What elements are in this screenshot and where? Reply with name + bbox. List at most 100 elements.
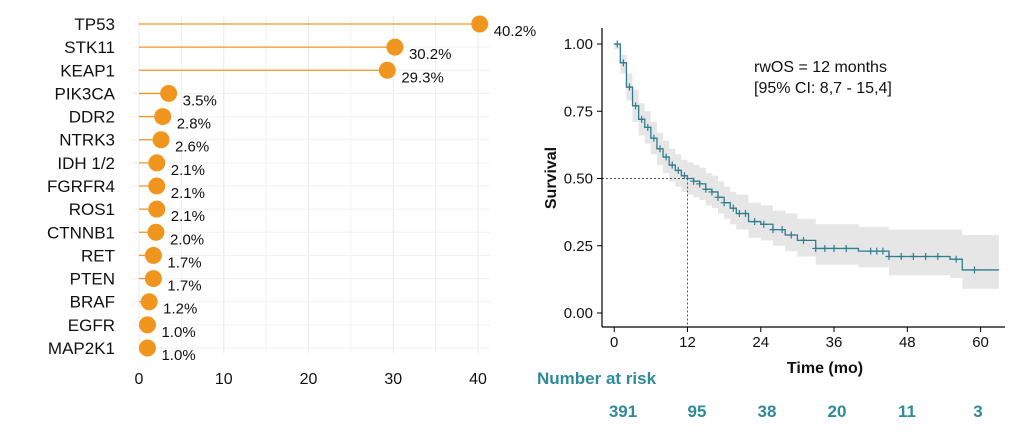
censor-mark [867, 247, 875, 255]
gene-label-pik3ca: PIK3CA [55, 84, 116, 103]
dot-braf [140, 293, 158, 311]
gene-label-map2k1: MAP2K1 [48, 339, 115, 358]
dot-pten [144, 270, 162, 288]
risk-table-values: 391 95 38 20 11 3 [609, 402, 983, 421]
dot-egfr [138, 316, 156, 334]
censor-mark [842, 244, 850, 252]
x-tick-label: 36 [826, 334, 843, 351]
censor-mark [644, 123, 652, 131]
censor-mark [668, 161, 676, 169]
censor-mark [821, 244, 829, 252]
censor-mark [751, 218, 759, 226]
y-axis-title: Survival [543, 147, 560, 209]
percent-label-idh-1-2: 2.1% [171, 162, 205, 179]
gene-label-tp53: TP53 [74, 15, 115, 34]
y-tick-label: 0.25 [564, 238, 593, 255]
percent-label-map2k1: 1.0% [161, 347, 195, 364]
censor-mark [879, 247, 887, 255]
censor-mark [769, 226, 777, 234]
survival-ticks: 0.00 0.25 0.50 0.75 1.00 0 12 24 36 48 60 [564, 36, 989, 351]
gene-label-braf: BRAF [70, 293, 115, 312]
percent-label-ret: 1.7% [167, 254, 201, 271]
censor-mark [952, 255, 960, 263]
lollipop-marks: TP53 40.2% STK11 30.2% KEAP1 29.3% PIK3CA 3.5% D… [47, 15, 536, 364]
censor-mark [650, 134, 658, 142]
dot-ros1 [148, 200, 166, 218]
dot-ret [144, 246, 162, 264]
percent-label-keap1: 29.3% [401, 69, 444, 86]
survival-chart: 0.00 0.25 0.50 0.75 1.00 0 12 24 36 48 60 rwOS = 1… [537, 28, 1005, 421]
x-tick-label: 30 [384, 371, 402, 388]
x-tick-label: 24 [752, 334, 769, 351]
censor-mark [800, 236, 807, 244]
x-tick-label: 12 [679, 334, 696, 351]
censor-mark [714, 193, 722, 201]
x-tick-label: 48 [899, 334, 916, 351]
censor-mark [729, 204, 737, 212]
censor-mark [656, 145, 664, 153]
censor-mark [909, 253, 917, 261]
censor-mark [638, 115, 646, 123]
gene-label-fgrfr4: FGRFR4 [47, 177, 115, 196]
x-tick-label: 0 [135, 371, 144, 388]
dot-ntrk3 [152, 131, 170, 149]
censor-mark [680, 172, 688, 180]
censor-mark [812, 244, 820, 252]
risk-value: 3 [973, 402, 982, 421]
censor-mark [934, 253, 942, 261]
x-tick-label: 40 [469, 371, 487, 388]
dot-fgrfr4 [148, 177, 166, 195]
censor-mark [674, 166, 682, 174]
censor-mark [885, 253, 893, 261]
x-tick-label: 0 [610, 334, 618, 351]
percent-label-braf: 1.2% [163, 301, 197, 318]
dot-stk11 [386, 38, 404, 56]
risk-value: 11 [898, 402, 916, 421]
x-tick-label: 20 [300, 371, 318, 388]
risk-value: 38 [758, 402, 777, 421]
censor-mark [897, 253, 905, 261]
censor-mark [720, 199, 728, 207]
percent-label-ros1: 2.1% [171, 208, 205, 225]
gene-label-idh-1-2: IDH 1/2 [57, 154, 115, 173]
risk-value: 20 [828, 402, 847, 421]
censor-mark [830, 244, 838, 252]
y-tick-label: 0.00 [564, 305, 593, 322]
gene-label-ctnnb1: CTNNB1 [47, 223, 115, 242]
y-tick-label: 0.50 [564, 171, 593, 188]
annotation-ci: [95% CI: 8,7 - 15,4] [754, 80, 892, 97]
percent-label-egfr: 1.0% [161, 324, 195, 341]
percent-label-ntrk3: 2.6% [175, 139, 209, 156]
censor-mark [613, 40, 621, 48]
lollipop-x-ticks: 0 10 20 30 40 [135, 371, 487, 388]
dot-keap1 [378, 61, 396, 79]
percent-label-tp53: 40.2% [494, 23, 537, 40]
percent-label-ctnnb1: 2.0% [170, 231, 204, 248]
gene-label-keap1: KEAP1 [60, 61, 115, 80]
dot-ctnnb1 [147, 223, 165, 241]
x-tick-label: 10 [215, 371, 233, 388]
x-axis-title: Time (mo) [787, 360, 863, 377]
gene-label-ddr2: DDR2 [69, 108, 115, 127]
censor-mark [922, 253, 930, 261]
y-tick-label: 1.00 [564, 36, 593, 53]
percent-label-pik3ca: 3.5% [183, 92, 217, 109]
censor-mark [690, 177, 698, 185]
dot-map2k1 [138, 339, 156, 357]
censor-mark [778, 226, 786, 234]
gene-label-pten: PTEN [70, 270, 115, 289]
percent-label-ddr2: 2.8% [177, 116, 211, 133]
x-tick-label: 60 [972, 334, 989, 351]
censor-mark [787, 231, 795, 239]
gene-label-ntrk3: NTRK3 [59, 131, 115, 150]
censor-mark [619, 59, 627, 67]
gene-label-egfr: EGFR [68, 316, 115, 335]
gene-label-stk11: STK11 [64, 38, 115, 57]
y-tick-label: 0.75 [564, 103, 593, 120]
censor-mark [632, 102, 640, 110]
dot-idh-1-2 [148, 154, 166, 172]
percent-label-fgrfr4: 2.1% [171, 185, 205, 202]
censor-mark [696, 180, 704, 188]
percent-label-pten: 1.7% [167, 278, 201, 295]
risk-value: 391 [609, 402, 637, 421]
